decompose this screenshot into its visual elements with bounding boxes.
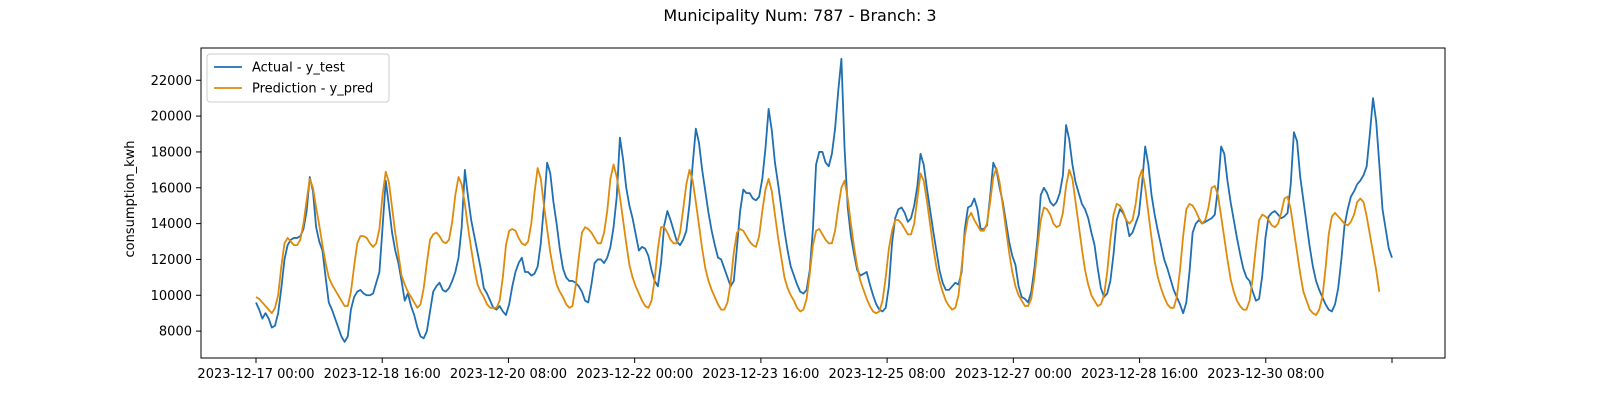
y-tick-label: 12000 <box>151 253 192 268</box>
x-axis: 2023-12-17 00:00 2023-12-18 16:00 2023-12-… <box>197 358 1393 382</box>
series-line-0 <box>255 57 1393 343</box>
x-tick-label: 2023-12-17 00:00 <box>197 367 314 382</box>
x-tick-label: 2023-12-22 00:00 <box>576 367 693 382</box>
legend-label-actual: Actual - y_test <box>252 61 345 76</box>
legend-box <box>206 53 390 103</box>
x-tick-label: 2023-12-27 00:00 <box>955 367 1072 382</box>
plot-frame <box>200 47 1446 359</box>
y-axis: 8000 10000 12000 14000 16000 18000 20000 22000 <box>151 74 201 340</box>
legend: Actual - y_test Prediction - y_pred <box>206 53 390 103</box>
legend-label-prediction: Prediction - y_pred <box>252 82 373 97</box>
x-tick-label: 2023-12-30 08:00 <box>1207 367 1324 382</box>
chart-title: Municipality Num: 787 - Branch: 3 <box>663 6 936 25</box>
plot-area <box>255 57 1393 343</box>
x-tick-label: 2023-12-23 16:00 <box>702 367 819 382</box>
series-line-1 <box>255 163 1381 316</box>
y-axis-title: consumption_kwh <box>123 140 138 257</box>
y-tick-label: 18000 <box>151 145 192 160</box>
y-tick-label: 10000 <box>151 289 192 304</box>
x-tick-label: 2023-12-20 08:00 <box>450 367 567 382</box>
x-tick-label: 2023-12-25 08:00 <box>829 367 946 382</box>
y-tick-label: 14000 <box>151 217 192 232</box>
y-tick-label: 20000 <box>151 110 192 125</box>
x-tick-label: 2023-12-18 16:00 <box>324 367 441 382</box>
y-tick-label: 16000 <box>151 181 192 196</box>
y-tick-label: 22000 <box>151 74 192 89</box>
y-tick-label: 8000 <box>159 325 192 340</box>
x-tick-label: 2023-12-28 16:00 <box>1081 367 1198 382</box>
